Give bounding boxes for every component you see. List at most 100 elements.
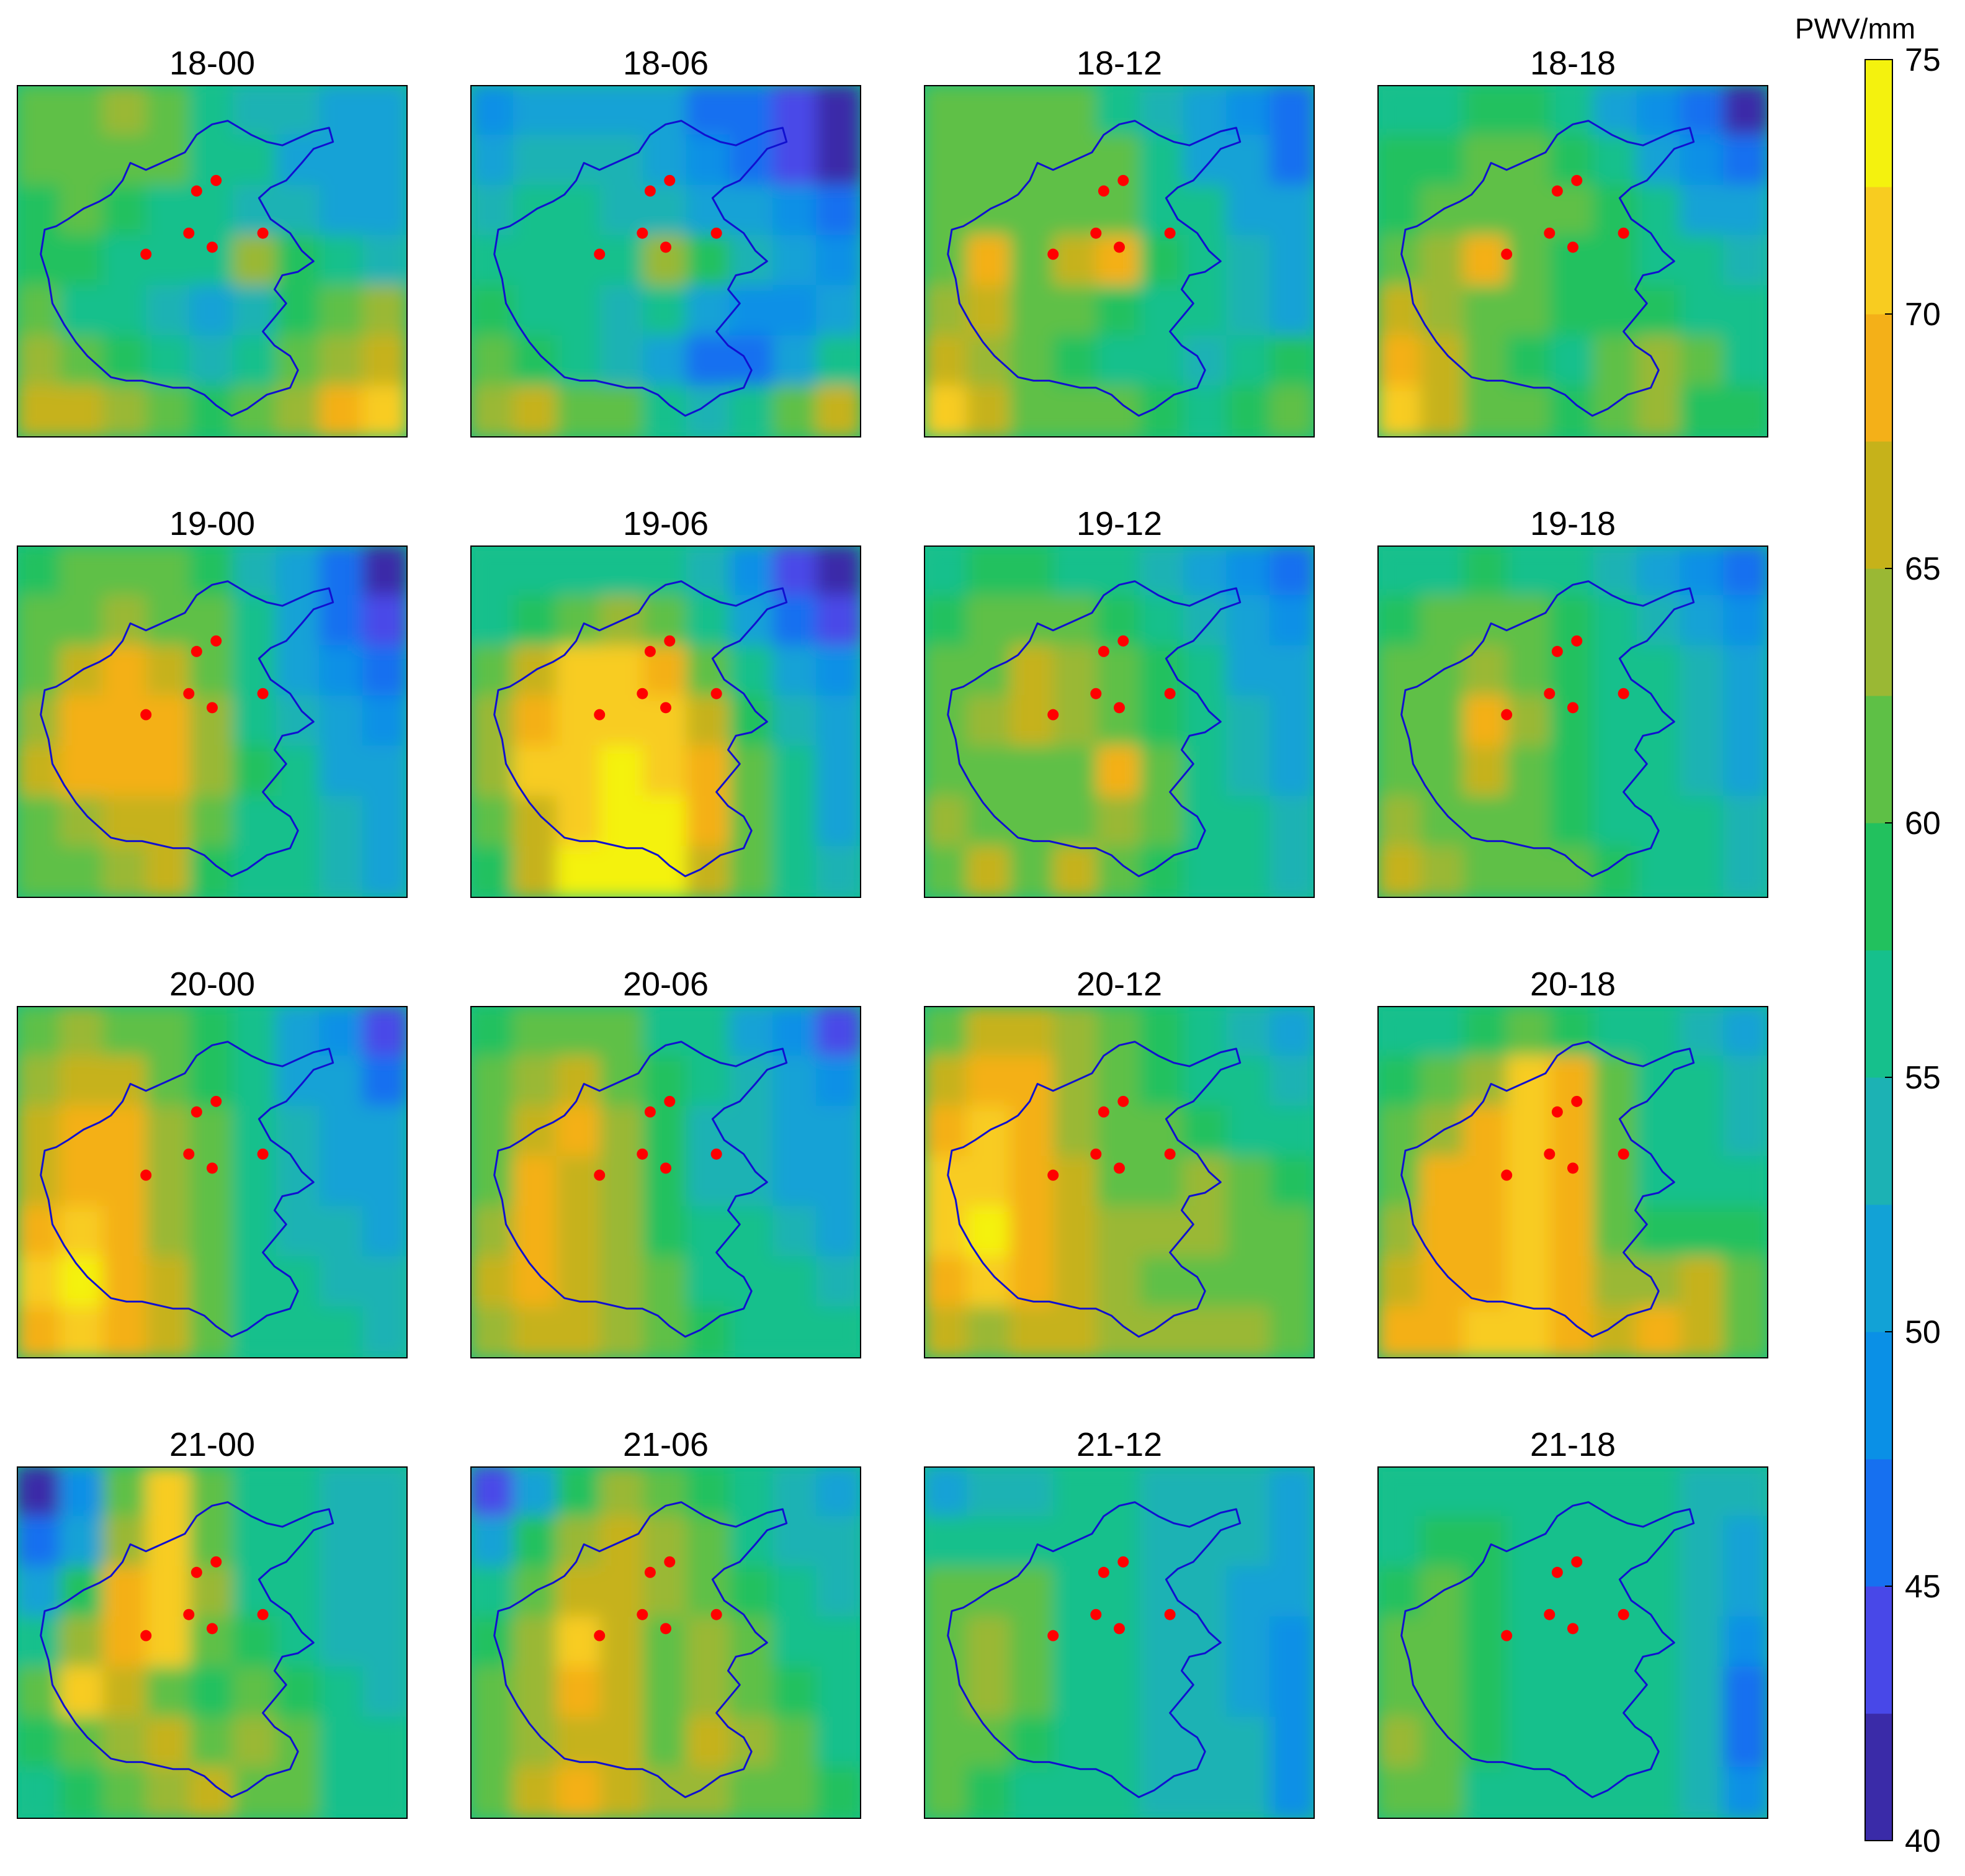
panel-frame	[17, 545, 408, 898]
pwv-cell	[924, 235, 969, 288]
pwv-cell	[275, 1467, 322, 1519]
pwv-cell	[102, 1566, 149, 1619]
pwv-cell	[1463, 1616, 1510, 1669]
pwv-cell	[1680, 1717, 1726, 1770]
province-boundary	[493, 1501, 788, 1798]
pwv-cell	[1723, 1717, 1768, 1770]
pwv-cell	[1636, 595, 1683, 648]
pwv-cell	[59, 1206, 105, 1259]
map-panel: 18-06	[470, 45, 861, 438]
pwv-cell	[513, 645, 559, 698]
pwv-cell	[102, 846, 149, 897]
pwv-cell	[686, 645, 732, 698]
pwv-cell	[556, 546, 602, 598]
pwv-cell	[966, 1156, 1013, 1209]
pwv-cell	[816, 846, 861, 897]
pwv-cell	[1593, 1616, 1639, 1669]
pwv-cell	[1723, 1256, 1768, 1309]
pwv-cell	[1053, 1515, 1099, 1569]
pwv-cell	[1226, 1616, 1273, 1669]
station-marker	[207, 1623, 218, 1635]
pwv-cell	[471, 645, 516, 698]
pwv-cell	[1183, 184, 1229, 238]
pwv-cell	[1420, 1306, 1466, 1358]
pwv-cell	[471, 1767, 516, 1818]
colorbar-band	[1865, 314, 1892, 442]
pwv-cell	[1636, 1515, 1683, 1569]
pwv-cell	[1463, 235, 1510, 288]
pwv-cell	[471, 846, 516, 897]
pwv-cell	[686, 695, 732, 748]
pwv-cell	[102, 335, 149, 388]
pwv-cell	[471, 1055, 516, 1108]
pwv-cell	[1506, 546, 1553, 598]
panel-frame	[470, 1466, 861, 1819]
pwv-cell	[1183, 745, 1229, 799]
pwv-cell	[1636, 134, 1683, 187]
panel-frame	[17, 1006, 408, 1358]
pwv-cell	[599, 846, 646, 897]
pwv-cell	[1420, 1566, 1466, 1619]
pwv-cell	[1723, 595, 1768, 648]
pwv-cell	[275, 846, 322, 897]
province-boundary	[493, 580, 788, 877]
pwv-cell	[1636, 1105, 1683, 1159]
pwv-cell	[1269, 1256, 1314, 1309]
pwv-cell	[17, 1515, 62, 1569]
pwv-cell	[1420, 1206, 1466, 1259]
pwv-cell	[924, 1156, 969, 1209]
station-marker	[1117, 635, 1129, 647]
panel-frame	[1377, 1466, 1768, 1819]
pwv-cell	[1463, 285, 1510, 338]
province-boundary	[947, 120, 1242, 417]
pwv-cell	[599, 645, 646, 698]
pwv-cell	[1378, 1666, 1423, 1720]
pwv-cell	[319, 1206, 365, 1259]
pwv-cell	[59, 86, 105, 137]
colorbar-band	[1865, 823, 1892, 951]
pwv-cell	[686, 235, 732, 288]
station-marker	[1164, 1609, 1176, 1620]
station-marker	[664, 635, 676, 647]
pwv-cell	[362, 595, 407, 648]
pwv-cell	[319, 796, 365, 849]
pwv-cell	[1226, 1256, 1273, 1309]
pwv-cell	[1226, 1206, 1273, 1259]
pwv-cell	[362, 645, 407, 698]
pwv-cell	[1506, 695, 1553, 748]
pwv-cell	[471, 745, 516, 799]
pwv-cell	[1420, 1055, 1466, 1108]
pwv-cell	[599, 1306, 646, 1358]
pwv-cell	[146, 285, 192, 338]
pwv-cell	[1378, 846, 1423, 897]
pwv-cell	[599, 1767, 646, 1818]
pwv-cell	[1053, 1767, 1099, 1818]
pwv-cell	[1139, 1105, 1186, 1159]
province-boundary	[1400, 1041, 1695, 1338]
pwv-cell	[1009, 546, 1056, 598]
pwv-cell	[1009, 1206, 1056, 1259]
pwv-cell	[362, 134, 407, 187]
pwv-cell	[1269, 846, 1314, 897]
station-marker	[1501, 709, 1513, 720]
station-marker	[207, 702, 218, 714]
pwv-cell	[686, 796, 732, 849]
pwv-cell	[1506, 1666, 1553, 1720]
station-marker	[1090, 1148, 1102, 1160]
pwv-cell	[772, 1566, 819, 1619]
pwv-cell	[816, 86, 861, 137]
province-boundary	[1400, 580, 1695, 877]
pwv-cell	[1463, 134, 1510, 187]
pwv-cell	[1550, 1467, 1596, 1519]
pwv-cell	[59, 1717, 105, 1770]
pwv-cell	[1723, 1105, 1768, 1159]
colorbar-band	[1865, 568, 1892, 696]
pwv-cell	[966, 1616, 1013, 1669]
pwv-cell	[966, 1717, 1013, 1770]
pwv-cell	[599, 695, 646, 748]
pwv-cell	[1009, 335, 1056, 388]
colorbar-band	[1865, 1332, 1892, 1460]
map-panel: 21-06	[470, 1426, 861, 1819]
pwv-cell	[146, 1515, 192, 1569]
pwv-cell	[1636, 1007, 1683, 1058]
